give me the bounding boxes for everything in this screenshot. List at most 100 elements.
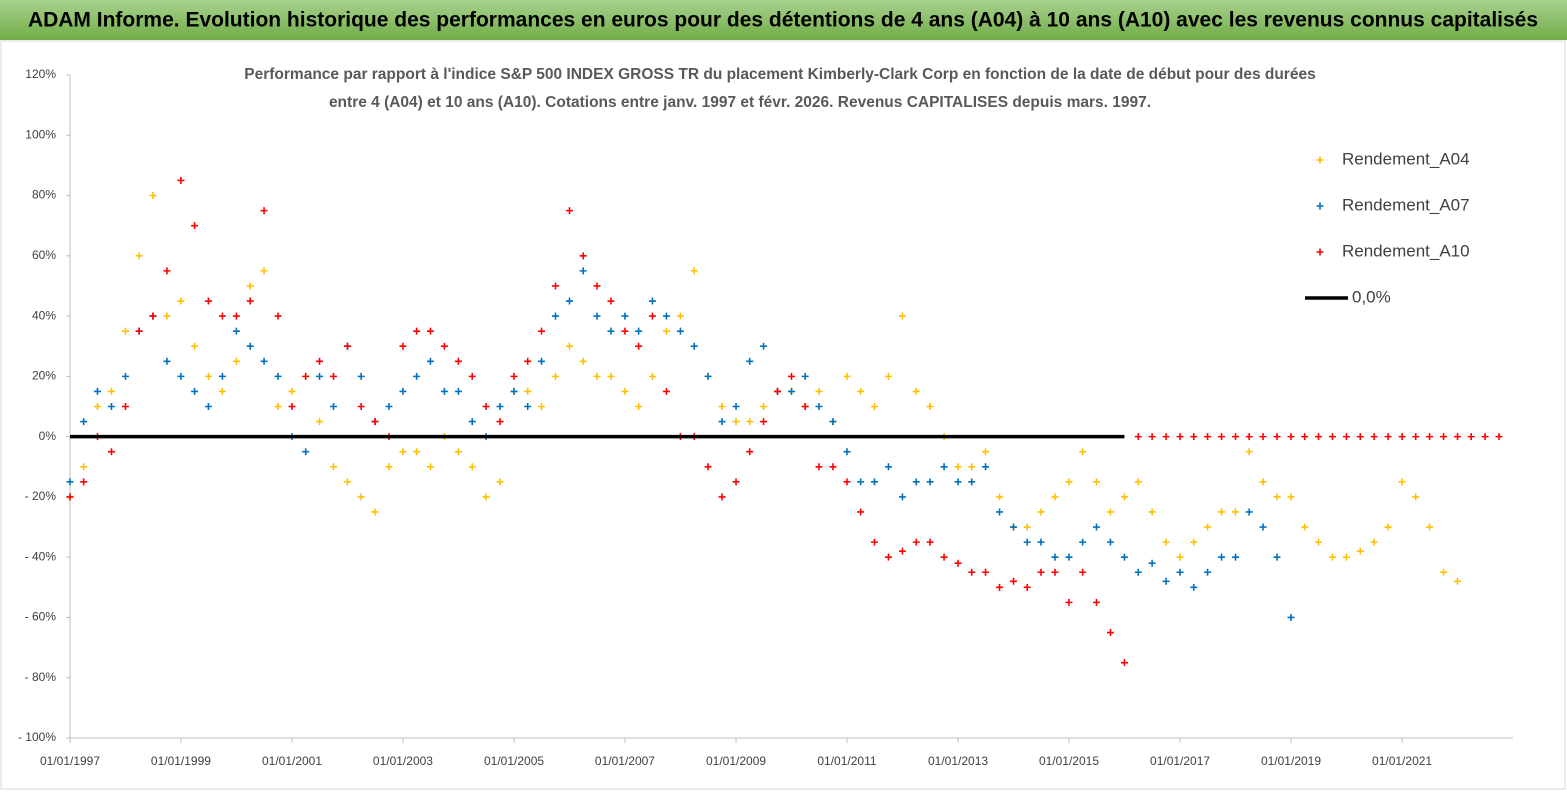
point [1328,433,1336,441]
point [1162,433,1170,441]
point [1412,493,1420,501]
point [1010,577,1018,585]
point [1356,547,1364,555]
point [1079,538,1087,546]
point [1259,433,1267,441]
point [662,327,670,335]
point [288,403,296,410]
point [1342,553,1350,561]
point [1190,433,1198,441]
point [607,297,615,305]
point [843,478,851,486]
point [66,478,74,486]
point [884,372,892,380]
point [1356,433,1364,441]
legend-label: Rendement_A07 [1342,195,1470,214]
point [1051,553,1059,561]
point [1218,553,1226,561]
point [815,403,823,410]
point [870,403,878,410]
point [690,267,698,275]
point [1301,523,1309,531]
point [1106,538,1114,546]
point [593,372,601,380]
point [801,372,809,380]
point [552,372,560,380]
point [565,342,573,350]
point [1454,577,1462,585]
point [218,312,226,320]
point [274,372,282,380]
point [954,478,962,486]
point [1328,553,1336,561]
point [579,357,587,365]
point [621,387,629,395]
point [329,403,337,410]
point [1495,433,1503,441]
chart-title: Performance par rapport à l'indice S&P 5… [244,66,1315,83]
point [829,418,837,426]
y-tick-label: - 100% [18,730,56,744]
point [954,559,962,567]
point [1287,433,1295,441]
point [1467,433,1475,441]
point [107,387,115,395]
banner-title: ADAM Informe. Evolution historique des p… [28,9,1538,32]
point [482,403,490,410]
point [1370,538,1378,546]
point [1065,598,1073,606]
point [232,312,240,320]
point [343,478,351,486]
point [260,207,268,215]
y-tick-label: 100% [25,127,56,141]
point [565,297,573,305]
point [1148,433,1156,441]
point [648,312,656,320]
y-tick-label: 20% [32,369,56,383]
point [121,372,129,380]
point [579,267,587,275]
x-tick-label: 01/01/2005 [484,754,544,768]
point [1218,433,1226,441]
point [996,493,1004,501]
point [524,387,532,395]
point [1481,433,1489,441]
point [357,403,365,410]
point [1079,448,1087,456]
point [218,372,226,380]
point [1023,538,1031,546]
point [1106,629,1114,637]
point [1259,478,1267,486]
point [870,478,878,486]
point [635,403,643,410]
point [718,418,726,426]
point [468,463,476,471]
point [1092,523,1100,531]
point [1176,433,1184,441]
point [1287,493,1295,501]
point [1023,523,1031,531]
point [302,372,310,380]
point [510,372,518,380]
point [746,418,754,426]
legend-box [1290,140,1512,318]
point [1120,553,1128,561]
point [870,538,878,546]
x-tick-label: 01/01/2009 [706,754,766,768]
point [1440,433,1448,441]
point [413,327,421,335]
point [232,327,240,335]
point [621,327,629,335]
x-tick-label: 01/01/2015 [1039,754,1099,768]
point [177,176,185,184]
x-tick-label: 01/01/2003 [373,754,433,768]
point [288,387,296,395]
point [898,493,906,501]
point [607,327,615,335]
point [1037,538,1045,546]
point [191,222,199,230]
point [496,478,504,486]
point [135,252,143,260]
point [954,463,962,471]
point [204,403,212,410]
